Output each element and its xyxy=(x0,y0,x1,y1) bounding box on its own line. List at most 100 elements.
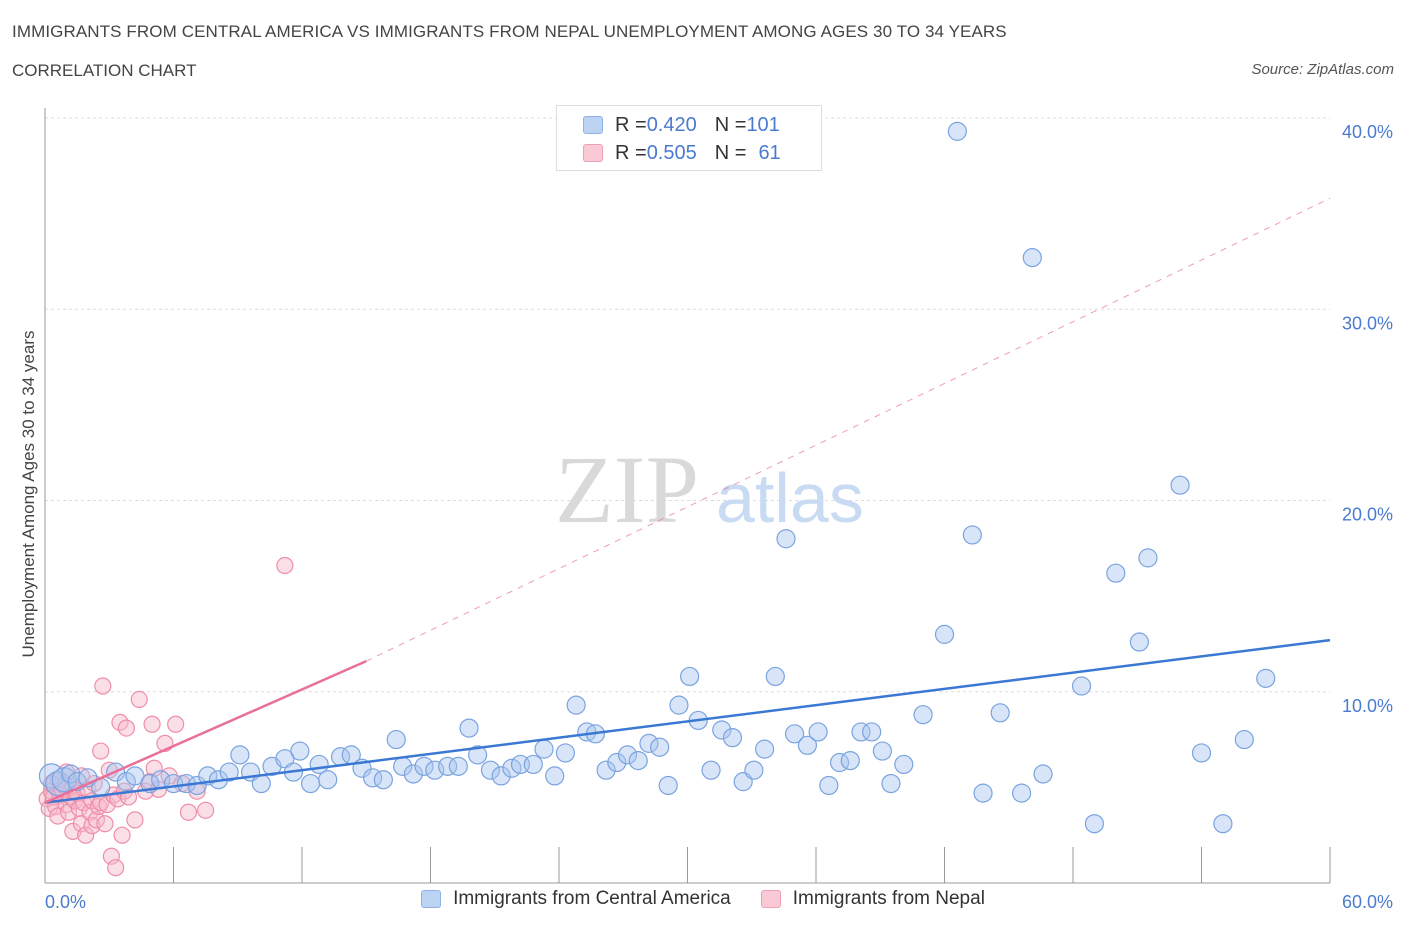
data-point-central-america xyxy=(596,760,616,780)
y-tick-labels: 10.0% 20.0% 30.0% 40.0% xyxy=(1342,122,1393,716)
data-point-central-america xyxy=(872,741,892,761)
data-point-central-america xyxy=(862,722,882,742)
watermark-zip: ZIP xyxy=(555,436,699,543)
x-tick-label: 60.0% xyxy=(1342,892,1393,912)
data-point-central-america xyxy=(290,741,310,761)
data-point-central-america xyxy=(459,718,479,738)
data-point-central-america xyxy=(934,624,955,644)
y-tick-label: 40.0% xyxy=(1342,122,1393,142)
data-point-central-america xyxy=(808,722,828,742)
data-point-central-america xyxy=(230,745,250,765)
r-value: 0.505 xyxy=(646,141,697,164)
data-point-central-america xyxy=(1011,783,1032,803)
data-point-central-america xyxy=(617,745,638,765)
data-point-central-america xyxy=(669,695,689,715)
data-point-nepal xyxy=(94,677,112,695)
legend-label: Immigrants from Nepal xyxy=(792,888,985,909)
n-label: N = xyxy=(714,113,747,136)
pink-swatch-icon xyxy=(583,144,603,162)
data-point-central-america xyxy=(219,762,239,782)
data-point-central-america xyxy=(1138,548,1158,568)
data-point-nepal xyxy=(113,826,131,844)
data-point-central-america xyxy=(491,766,511,786)
data-point-nepal xyxy=(276,556,294,575)
data-point-central-america xyxy=(1191,743,1212,763)
data-point-central-america xyxy=(1106,563,1126,583)
y-tick-label: 20.0% xyxy=(1342,505,1393,525)
chart-subtitle: CORRELATION CHART xyxy=(12,61,197,80)
data-point-central-america xyxy=(722,728,743,748)
data-point-central-america xyxy=(566,695,586,715)
data-point-central-america xyxy=(701,760,721,780)
series-nepal-points xyxy=(38,556,294,877)
axes xyxy=(44,108,1331,884)
chart-title: IMMIGRANTS FROM CENTRAL AMERICA VS IMMIG… xyxy=(12,22,1007,41)
x-tick-label: 0.0% xyxy=(45,892,86,912)
legend-item-central-america: Immigrants from Central America xyxy=(421,888,731,910)
data-point-central-america xyxy=(658,775,678,796)
data-point-central-america xyxy=(1170,475,1190,495)
data-point-central-america xyxy=(414,756,434,776)
r-value: 0.420 xyxy=(646,113,697,136)
data-point-central-america xyxy=(545,766,565,786)
blue-swatch-icon xyxy=(583,116,603,134)
data-point-central-america xyxy=(1071,676,1092,696)
legend-item-nepal: Immigrants from Nepal xyxy=(760,888,985,910)
data-point-central-america xyxy=(555,743,576,763)
data-point-central-america xyxy=(913,705,933,725)
data-point-central-america xyxy=(125,766,145,786)
data-point-central-america xyxy=(639,733,659,753)
n-value: 61 xyxy=(758,141,781,164)
data-point-central-america xyxy=(607,752,627,773)
data-point-central-america xyxy=(1022,248,1042,268)
data-point-central-america xyxy=(523,754,543,775)
data-point-central-america xyxy=(1213,814,1233,834)
data-point-central-america xyxy=(650,737,670,757)
watermark: ZIP atlas xyxy=(555,436,864,543)
series-central-america-points xyxy=(38,121,1276,834)
data-point-central-america xyxy=(318,770,338,790)
blue-swatch-icon xyxy=(421,890,442,908)
data-point-central-america xyxy=(45,770,71,797)
trend-extension-nepal xyxy=(366,197,1331,662)
data-point-central-america xyxy=(448,756,468,776)
data-point-central-america xyxy=(386,729,406,750)
data-point-nepal xyxy=(92,742,110,760)
x-tick-labels: 0.0% 60.0% xyxy=(45,892,1393,912)
data-point-central-america xyxy=(797,735,818,755)
data-point-nepal xyxy=(107,859,125,877)
data-point-nepal xyxy=(197,801,215,819)
r-label: R = xyxy=(615,141,647,164)
data-point-central-america xyxy=(275,749,295,769)
correlation-legend: R = 0.420 N = 101 R = 0.505 N = 61 xyxy=(556,105,822,171)
pink-swatch-icon xyxy=(760,890,781,908)
data-point-central-america xyxy=(881,773,901,794)
data-point-nepal xyxy=(117,719,135,737)
data-point-nepal xyxy=(96,815,114,833)
n-value: 101 xyxy=(746,113,780,136)
data-point-nepal xyxy=(87,811,106,829)
data-point-nepal xyxy=(111,713,129,731)
data-point-central-america xyxy=(894,754,914,775)
data-point-central-america xyxy=(851,722,871,742)
data-point-nepal xyxy=(126,811,144,829)
source-credit: Source: ZipAtlas.com xyxy=(1251,61,1394,78)
trend-line-central-america xyxy=(44,638,1331,804)
data-point-central-america xyxy=(534,739,554,759)
gridlines xyxy=(45,117,1330,693)
data-point-central-america xyxy=(1129,632,1149,652)
legend-label: Immigrants from Central America xyxy=(453,888,731,909)
data-point-central-america xyxy=(300,773,321,794)
data-point-central-america xyxy=(1084,814,1105,834)
data-point-central-america xyxy=(947,121,967,141)
r-label: R = xyxy=(615,113,647,136)
data-point-central-america xyxy=(1033,764,1053,784)
data-point-central-america xyxy=(468,745,488,765)
y-tick-label: 10.0% xyxy=(1342,696,1393,716)
data-point-nepal xyxy=(49,807,67,825)
data-point-central-america xyxy=(1256,668,1276,688)
data-point-nepal xyxy=(130,690,148,709)
data-point-central-america xyxy=(754,739,775,759)
legend-row-nepal: R = 0.505 N = 61 xyxy=(583,140,781,166)
